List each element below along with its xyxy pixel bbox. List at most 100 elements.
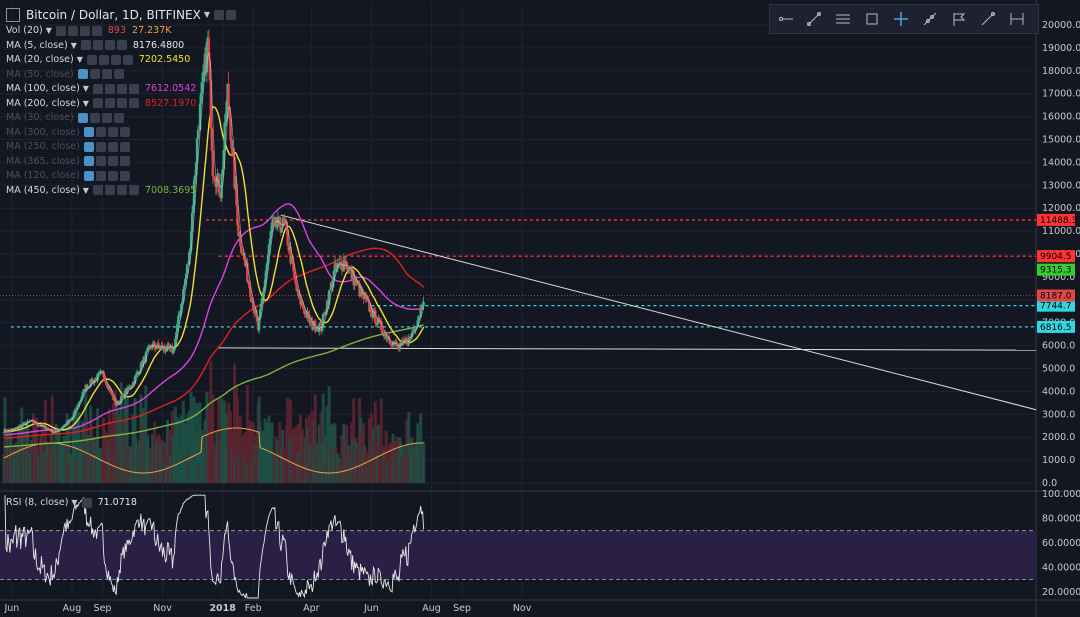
horizontal-line-tool-button[interactable] <box>770 5 799 33</box>
chevron-down-icon[interactable]: ▼ <box>71 498 78 507</box>
add-icon[interactable] <box>101 69 112 79</box>
indicator-row[interactable]: MA (120, close) <box>6 169 130 182</box>
close-icon[interactable] <box>225 10 236 20</box>
indicator-row[interactable]: MA (250, close) <box>6 140 130 153</box>
close-icon[interactable] <box>113 112 124 123</box>
indicator-row[interactable]: MA (30, close) <box>6 111 124 124</box>
close-icon[interactable] <box>116 40 127 50</box>
close-icon[interactable] <box>113 69 124 79</box>
add-icon[interactable] <box>107 127 118 137</box>
settings-icon[interactable] <box>92 98 103 108</box>
eye-icon[interactable] <box>104 185 115 195</box>
symbol-title[interactable]: Bitcoin / Dollar, 1D, BITFINEX <box>26 8 201 22</box>
rsi-name[interactable]: RSI (8, close) <box>6 497 69 508</box>
indicator-name[interactable]: MA (450, close) <box>6 184 80 196</box>
indicator-name[interactable]: MA (20, close) <box>6 54 74 65</box>
indicator-row[interactable]: MA (100, close) ▼ 7612.0542 <box>6 82 196 95</box>
eye-icon[interactable] <box>95 170 106 181</box>
crosshair-tool-button[interactable] <box>886 5 915 33</box>
indicator-row[interactable]: Vol (20) ▼ 893 27.237K <box>6 24 172 37</box>
settings-icon[interactable] <box>83 127 94 137</box>
indicator-name[interactable]: MA (30, close) <box>6 112 74 123</box>
close-icon[interactable] <box>128 185 139 195</box>
settings-icon[interactable] <box>92 185 103 195</box>
indicator-name[interactable]: MA (365, close) <box>6 155 80 167</box>
add-icon[interactable] <box>107 156 118 166</box>
settings-icon[interactable] <box>83 156 94 166</box>
settings-icon[interactable] <box>92 83 103 94</box>
settings-icon[interactable] <box>83 170 94 181</box>
close-icon[interactable] <box>119 156 130 166</box>
eye-icon[interactable] <box>95 156 106 166</box>
indicator-name[interactable]: MA (120, close) <box>6 170 80 181</box>
flag-tool-button[interactable] <box>944 5 973 33</box>
add-icon[interactable] <box>104 40 115 50</box>
indicator-name[interactable]: Vol (20) <box>6 25 43 36</box>
add-icon[interactable] <box>116 185 127 195</box>
volume-bar <box>313 394 317 483</box>
eye-icon[interactable] <box>89 69 100 79</box>
chevron-down-icon[interactable]: ▼ <box>70 40 77 50</box>
chevron-down-icon[interactable]: ▼ <box>45 26 52 35</box>
eye-icon[interactable] <box>95 127 106 137</box>
add-icon[interactable] <box>107 141 118 152</box>
candle-body <box>255 316 259 322</box>
chevron-down-icon[interactable]: ▼ <box>82 98 89 108</box>
eye-icon[interactable] <box>104 98 115 108</box>
ray-tool-button[interactable] <box>915 5 944 33</box>
measure-tool-button[interactable] <box>1002 5 1031 33</box>
indicator-name[interactable]: MA (250, close) <box>6 141 80 152</box>
indicator-row[interactable]: MA (5, close) ▼ 8176.4800 <box>6 39 184 52</box>
rectangle-tool-button[interactable] <box>857 5 886 33</box>
add-icon[interactable] <box>116 83 127 94</box>
eye-icon[interactable] <box>67 25 78 36</box>
indicator-name[interactable]: MA (100, close) <box>6 83 80 94</box>
settings-icon[interactable] <box>77 69 88 79</box>
trend-line-tool-button[interactable] <box>799 5 828 33</box>
eye-icon[interactable] <box>92 40 103 50</box>
add-icon[interactable] <box>110 54 121 65</box>
line-tool-tool-button[interactable] <box>973 5 1002 33</box>
add-icon[interactable] <box>101 112 112 123</box>
close-icon[interactable] <box>128 83 139 94</box>
add-icon[interactable] <box>79 25 90 36</box>
indicator-row[interactable]: MA (450, close) ▼ 7008.3695 <box>6 184 196 197</box>
indicator-row[interactable]: MA (50, close) <box>6 68 124 81</box>
indicator-name[interactable]: MA (200, close) <box>6 97 80 109</box>
candle-body <box>78 401 82 403</box>
chevron-down-icon[interactable]: ▼ <box>82 185 89 195</box>
settings-icon[interactable] <box>86 54 97 65</box>
close-icon[interactable] <box>128 98 139 108</box>
parallel-channel-tool-button[interactable] <box>828 5 857 33</box>
close-icon[interactable] <box>119 170 130 181</box>
candle-body <box>17 426 20 428</box>
chevron-down-icon[interactable]: ▼ <box>76 55 83 64</box>
close-icon[interactable] <box>119 127 130 137</box>
indicator-name[interactable]: MA (5, close) <box>6 39 68 51</box>
chevron-down-icon[interactable]: ▼ <box>203 10 210 19</box>
chevron-down-icon[interactable]: ▼ <box>82 84 89 93</box>
menu-icon[interactable] <box>6 8 20 22</box>
settings-icon[interactable] <box>77 112 88 123</box>
settings-icon[interactable] <box>81 497 92 508</box>
add-icon[interactable] <box>107 170 118 181</box>
eye-icon[interactable] <box>104 83 115 94</box>
indicator-row[interactable]: MA (200, close) ▼ 8527.1970 <box>6 97 196 110</box>
settings-icon[interactable] <box>55 25 66 36</box>
settings-icon[interactable] <box>80 40 91 50</box>
eye-icon[interactable] <box>98 54 109 65</box>
close-icon[interactable] <box>122 54 133 65</box>
indicator-name[interactable]: MA (50, close) <box>6 68 74 80</box>
indicator-name[interactable]: MA (300, close) <box>6 126 80 138</box>
close-icon[interactable] <box>119 141 130 152</box>
eye-icon[interactable] <box>89 112 100 123</box>
eye-icon[interactable] <box>95 141 106 152</box>
indicator-row[interactable]: MA (300, close) <box>6 126 130 139</box>
settings-icon[interactable] <box>83 141 94 152</box>
add-icon[interactable] <box>116 98 127 108</box>
close-icon[interactable] <box>91 25 102 36</box>
settings-icon[interactable] <box>213 10 224 20</box>
indicator-row[interactable]: MA (20, close) ▼ 7202.5450 <box>6 53 190 66</box>
indicator-row[interactable]: MA (365, close) <box>6 155 130 168</box>
